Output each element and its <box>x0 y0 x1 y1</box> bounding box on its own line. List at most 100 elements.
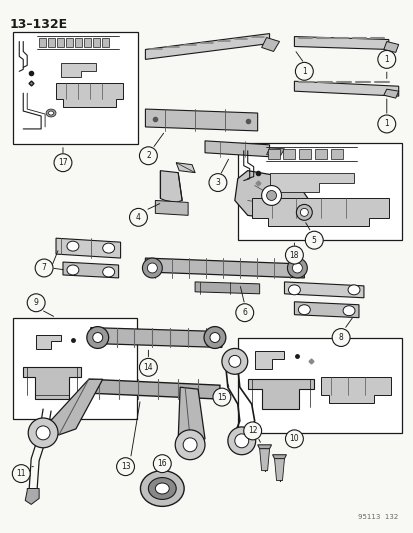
Circle shape <box>139 147 157 165</box>
Polygon shape <box>66 37 73 47</box>
Circle shape <box>35 259 53 277</box>
Polygon shape <box>56 83 122 107</box>
Text: 15: 15 <box>216 393 226 402</box>
Polygon shape <box>63 262 118 278</box>
Circle shape <box>116 458 134 475</box>
Ellipse shape <box>102 267 114 277</box>
Polygon shape <box>266 148 284 156</box>
Text: 95113  132: 95113 132 <box>358 514 398 520</box>
Circle shape <box>377 51 395 68</box>
Polygon shape <box>83 37 90 47</box>
Ellipse shape <box>155 483 169 494</box>
Polygon shape <box>93 37 100 47</box>
Polygon shape <box>90 328 221 348</box>
Polygon shape <box>294 81 398 96</box>
Circle shape <box>235 304 253 321</box>
Ellipse shape <box>175 430 204 459</box>
Polygon shape <box>155 200 188 215</box>
Text: 2: 2 <box>146 151 150 160</box>
Polygon shape <box>160 171 182 203</box>
Text: 6: 6 <box>242 308 247 317</box>
Bar <box>237 143 401 240</box>
Polygon shape <box>88 379 219 399</box>
Text: 16: 16 <box>157 459 167 468</box>
Text: 1: 1 <box>301 67 306 76</box>
Ellipse shape <box>209 333 219 343</box>
Polygon shape <box>23 367 81 399</box>
Polygon shape <box>178 387 204 444</box>
Ellipse shape <box>227 427 255 455</box>
Ellipse shape <box>93 333 102 343</box>
Polygon shape <box>383 89 398 98</box>
Bar <box>13 318 137 419</box>
Ellipse shape <box>261 185 281 205</box>
Ellipse shape <box>298 305 310 314</box>
Ellipse shape <box>183 438 197 452</box>
Circle shape <box>153 455 171 473</box>
Ellipse shape <box>288 285 300 295</box>
Polygon shape <box>36 335 61 350</box>
Ellipse shape <box>342 306 354 316</box>
Circle shape <box>305 231 323 249</box>
Text: 12: 12 <box>247 426 257 435</box>
Polygon shape <box>269 173 353 192</box>
Polygon shape <box>257 445 271 449</box>
Circle shape <box>54 154 72 172</box>
Polygon shape <box>39 37 46 47</box>
Circle shape <box>285 246 303 264</box>
Circle shape <box>27 294 45 312</box>
Polygon shape <box>48 37 55 47</box>
Text: 11: 11 <box>17 469 26 478</box>
Ellipse shape <box>292 263 301 273</box>
Ellipse shape <box>147 263 157 273</box>
Ellipse shape <box>296 205 311 220</box>
Ellipse shape <box>300 208 308 216</box>
Polygon shape <box>102 37 108 47</box>
Polygon shape <box>294 302 358 318</box>
Circle shape <box>285 430 303 448</box>
Text: 5: 5 <box>311 236 316 245</box>
Ellipse shape <box>142 258 162 278</box>
Ellipse shape <box>287 258 306 278</box>
Polygon shape <box>234 171 309 220</box>
Text: 4: 4 <box>136 213 140 222</box>
Ellipse shape <box>87 327 108 349</box>
Polygon shape <box>315 149 326 159</box>
Polygon shape <box>204 141 269 157</box>
Polygon shape <box>294 37 388 50</box>
Text: 17: 17 <box>58 158 68 167</box>
Text: 8: 8 <box>338 333 343 342</box>
Circle shape <box>209 174 226 191</box>
Polygon shape <box>272 455 286 459</box>
Polygon shape <box>145 34 269 59</box>
Polygon shape <box>383 42 398 52</box>
Bar <box>13 31 138 144</box>
Polygon shape <box>145 258 304 278</box>
Text: 18: 18 <box>289 251 299 260</box>
Polygon shape <box>261 37 279 52</box>
Polygon shape <box>145 109 257 131</box>
Polygon shape <box>75 37 82 47</box>
Polygon shape <box>299 149 311 159</box>
Ellipse shape <box>221 349 247 374</box>
Ellipse shape <box>228 356 240 367</box>
Polygon shape <box>195 282 259 294</box>
Text: 1: 1 <box>384 55 388 64</box>
Text: 13: 13 <box>121 462 130 471</box>
Ellipse shape <box>36 426 50 440</box>
Ellipse shape <box>46 109 56 117</box>
Ellipse shape <box>140 471 184 506</box>
Ellipse shape <box>48 111 53 115</box>
Polygon shape <box>61 63 95 77</box>
Polygon shape <box>259 449 269 471</box>
Polygon shape <box>254 351 284 369</box>
Polygon shape <box>247 379 313 409</box>
Circle shape <box>12 465 30 482</box>
Ellipse shape <box>204 327 225 349</box>
Polygon shape <box>251 198 388 227</box>
Text: 10: 10 <box>289 434 299 443</box>
Text: 3: 3 <box>215 178 220 187</box>
Text: 14: 14 <box>143 363 153 372</box>
Text: 13–132E: 13–132E <box>9 18 67 31</box>
Polygon shape <box>274 459 284 481</box>
